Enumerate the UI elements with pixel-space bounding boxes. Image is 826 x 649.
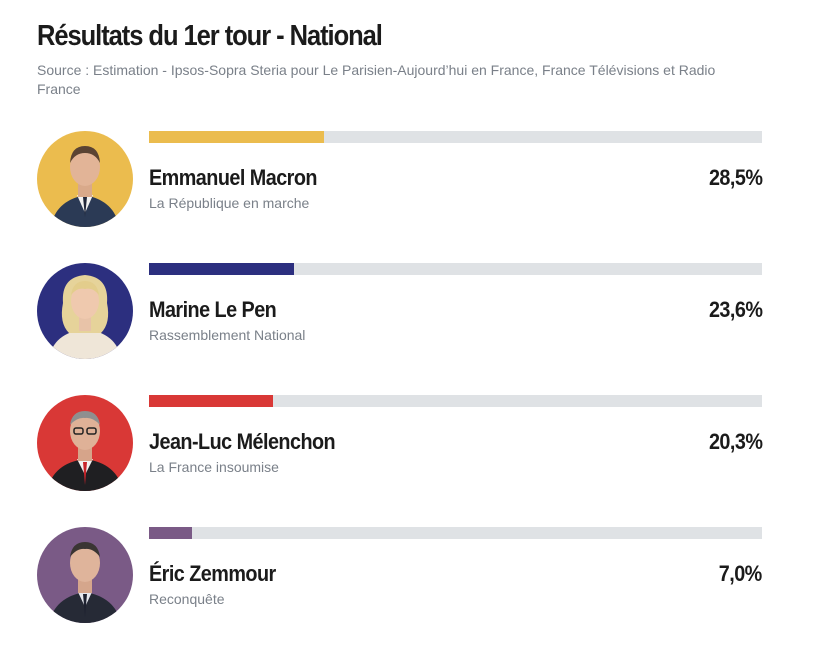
vote-bar-track [149,395,762,407]
candidate-name: Éric Zemmour [149,561,276,586]
candidate-photo-macron [37,131,133,227]
candidate-party: Reconquête [149,591,225,607]
candidate-name: Emmanuel Macron [149,165,317,190]
candidate-party: La République en marche [149,195,310,211]
source-note: Source : Estimation - Ipsos-Sopra Steria… [37,62,716,97]
vote-bar-fill [149,131,324,143]
candidate-row: Marine Le Pen Rassemblement National 23,… [0,263,826,363]
vote-bar-fill [149,395,274,407]
vote-bar-fill [149,527,192,539]
vote-percentage: 7,0% [719,561,763,586]
vote-bar-fill [149,263,294,275]
candidate-photo-zemmour [37,527,133,623]
vote-bar-track [149,131,762,143]
candidate-name: Marine Le Pen [149,297,277,322]
chart-title: Résultats du 1er tour - National [37,20,383,52]
candidate-photo-le-pen [37,263,133,359]
vote-percentage: 28,5% [708,165,763,190]
candidate-row: Emmanuel Macron La République en marche … [0,131,826,231]
vote-bar-track [149,527,762,539]
candidate-row: Jean-Luc Mélenchon La France insoumise 2… [0,395,826,495]
vote-bar-track [149,263,762,275]
vote-percentage: 20,3% [708,429,763,454]
candidate-party: Rassemblement National [149,327,306,343]
candidate-party: La France insoumise [149,459,279,475]
candidate-name: Jean-Luc Mélenchon [149,429,336,454]
vote-percentage: 23,6% [708,297,763,322]
candidate-photo-melenchon [37,395,133,491]
candidate-row: Éric Zemmour Reconquête 7,0% [0,527,826,627]
